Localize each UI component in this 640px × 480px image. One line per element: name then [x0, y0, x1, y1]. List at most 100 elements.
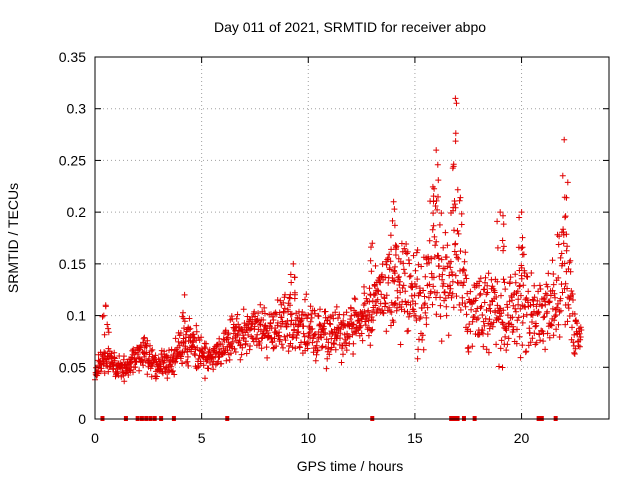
data-point	[178, 353, 185, 360]
data-point	[338, 359, 345, 366]
data-point	[509, 297, 515, 304]
data-point	[156, 358, 163, 365]
data-point	[555, 321, 562, 328]
data-point	[422, 273, 429, 280]
data-point	[391, 206, 398, 213]
data-point	[412, 300, 419, 307]
data-point	[444, 242, 451, 249]
data-point	[500, 221, 507, 228]
y-tick-label: 0.05	[59, 359, 86, 375]
data-point	[209, 354, 216, 361]
data-point	[535, 309, 542, 316]
data-point	[531, 294, 538, 301]
data-point	[498, 292, 504, 299]
data-point	[476, 292, 483, 298]
data-point	[390, 198, 397, 205]
data-point	[440, 244, 447, 251]
data-point	[577, 334, 584, 340]
data-point	[288, 310, 295, 317]
data-point	[200, 362, 207, 369]
data-point	[525, 288, 532, 295]
data-point	[139, 359, 146, 366]
data-point	[437, 294, 444, 301]
data-point	[373, 310, 380, 317]
data-point	[527, 339, 534, 346]
data-point	[522, 304, 529, 311]
data-point	[367, 257, 374, 264]
data-point	[529, 319, 535, 325]
data-point	[263, 344, 270, 351]
data-point	[253, 335, 260, 342]
data-point	[429, 226, 436, 233]
data-point	[249, 320, 256, 327]
data-point	[406, 273, 413, 280]
data-point	[481, 322, 488, 329]
data-point	[282, 337, 289, 344]
y-tick-label: 0.25	[59, 152, 86, 168]
data-point	[504, 304, 511, 311]
x-tick-label: 10	[300, 430, 316, 446]
data-point	[105, 329, 112, 336]
data-point	[391, 270, 398, 277]
data-point	[500, 276, 507, 283]
data-point	[467, 288, 474, 295]
data-point	[289, 344, 296, 351]
data-point	[181, 349, 188, 356]
data-point	[561, 136, 568, 143]
data-point	[422, 300, 428, 307]
data-point	[383, 292, 390, 299]
data-point	[500, 247, 507, 254]
data-point	[437, 313, 444, 320]
data-point	[464, 345, 471, 352]
plot-frame	[94, 56, 610, 420]
data-point	[430, 198, 437, 205]
data-point	[544, 330, 551, 337]
data-point	[281, 333, 288, 340]
data-point	[529, 335, 536, 342]
data-point	[557, 307, 564, 314]
data-points	[92, 95, 585, 385]
data-point	[385, 279, 392, 286]
data-point	[372, 302, 379, 309]
data-point	[351, 295, 358, 302]
data-point	[504, 312, 511, 319]
data-point	[537, 286, 544, 292]
data-point	[549, 257, 556, 264]
data-point	[516, 283, 523, 290]
data-point	[365, 332, 372, 339]
data-point	[382, 300, 389, 307]
data-point	[141, 353, 148, 360]
data-point	[430, 210, 437, 217]
data-point	[396, 273, 402, 280]
data-point	[559, 172, 566, 179]
data-point	[438, 210, 445, 217]
data-point	[406, 260, 413, 267]
data-point	[172, 358, 179, 365]
data-point	[455, 255, 462, 262]
data-point	[97, 368, 104, 375]
data-point	[537, 337, 544, 344]
data-point	[179, 360, 186, 367]
data-point	[481, 299, 488, 306]
data-point	[227, 350, 234, 357]
data-point	[385, 255, 392, 261]
data-point	[462, 303, 469, 310]
data-point	[321, 325, 327, 332]
data-point	[147, 342, 153, 349]
data-point	[390, 319, 397, 326]
data-point	[157, 363, 164, 370]
data-point	[314, 347, 321, 354]
data-point	[565, 301, 572, 308]
data-point	[412, 312, 419, 319]
data-point	[421, 293, 428, 300]
data-point	[441, 289, 448, 296]
data-point	[365, 307, 372, 314]
data-point	[576, 330, 583, 337]
data-point	[411, 308, 418, 315]
data-point	[484, 289, 491, 296]
data-point	[322, 329, 329, 336]
data-point	[225, 330, 232, 337]
data-point	[286, 295, 293, 302]
data-point	[521, 270, 528, 276]
